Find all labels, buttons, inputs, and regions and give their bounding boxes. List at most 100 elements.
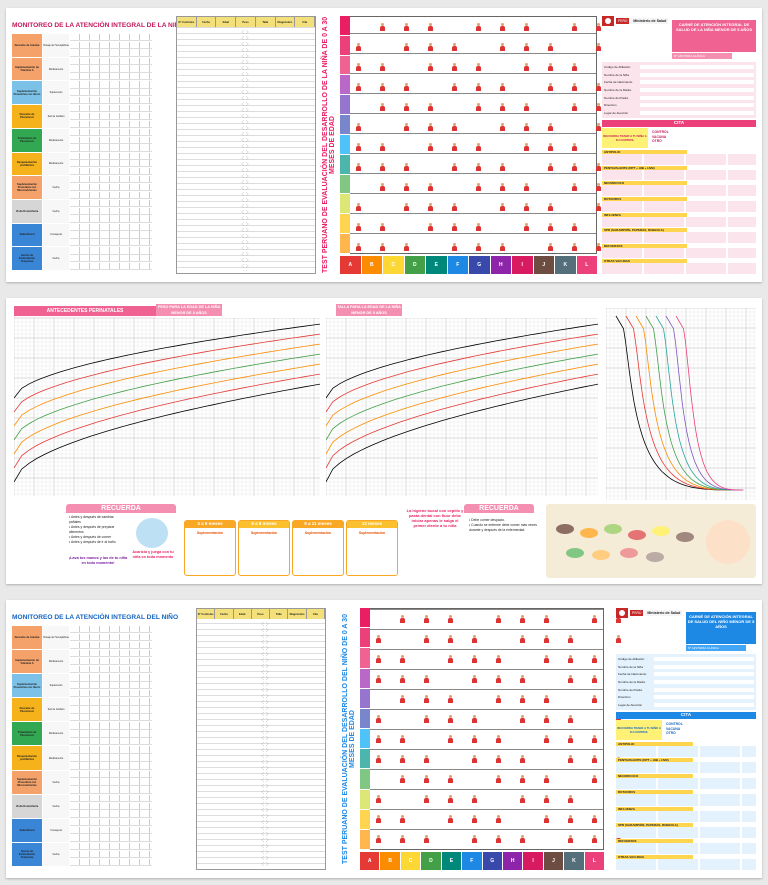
child-figure-icon [523, 103, 530, 112]
child-figure-icon [379, 223, 386, 232]
ministerio-logo: PERÚ Ministerio de Salud [602, 16, 669, 26]
child-figure-icon [379, 163, 386, 172]
child-figure-icon [471, 655, 478, 664]
monitoreo-cells [70, 152, 152, 176]
dev-test-title: TEST PERUANO DE EVALUACIÓN DEL DESARROLL… [342, 614, 356, 864]
vaccine-block: REFUERZOS [602, 243, 756, 259]
monitoreo-row: Tratamiento de Parasitosis Medicamento [12, 128, 152, 152]
control-header: Diagnóstico [276, 17, 296, 27]
child-figure-icon [471, 835, 478, 844]
vaccine-name: SPR (SARAMPIÓN, PAPERAS, RUBEOLA) [602, 228, 687, 233]
child-figure-icon [495, 675, 502, 684]
monitoreo-subcategory: Suplemento [43, 81, 69, 105]
carne-field: Nombre de la Madre [618, 679, 754, 686]
control-header: Peso [252, 609, 271, 619]
monitoreo-subcategory: Medicamento [43, 57, 69, 81]
carne-field: Fecha de Nacimiento [618, 671, 754, 678]
field-value [654, 680, 754, 685]
monitoreo-category: Suplementación Preventiva con Micronutri… [12, 770, 42, 794]
child-figure-icon [451, 83, 458, 92]
child-figure-icon [471, 795, 478, 804]
weight-for-age-chart [14, 318, 320, 496]
vaccine-row [616, 762, 756, 774]
panel-nino-front: MONITOREO DE LA ATENCIÓN INTEGRAL DEL NI… [6, 600, 762, 878]
child-figure-icon [495, 615, 502, 624]
control-header: Edad [234, 609, 252, 619]
dev-legend-item: A [360, 852, 380, 870]
dev-legend-item: C [400, 852, 421, 870]
monitoreo-category: Suplementación de Vitamina A [12, 57, 42, 81]
child-figure-icon [375, 815, 382, 824]
monitoreo-subcategory: Medicamento [43, 722, 69, 746]
monitoreo-subcategory: Fecha [43, 176, 69, 199]
control-header: Fecha [197, 17, 217, 27]
child-figure-icon [571, 143, 578, 152]
child-figure-icon [547, 143, 554, 152]
child-figure-icon [447, 695, 454, 704]
field-value [640, 65, 754, 70]
control-table: N° Controles Fecha Edad Peso Talla Diagnóstic… [176, 16, 316, 274]
child-figure-icon [355, 143, 362, 152]
dev-legend-item: L [584, 852, 605, 870]
shield-icon [616, 608, 628, 618]
child-figure-icon [471, 815, 478, 824]
vaccine-name: OTRAS VACUNAS [616, 854, 693, 859]
vaccine-row [616, 858, 756, 870]
carne-field: Dirección [604, 102, 754, 109]
monitoreo-row: Suplementación de Vitamina A Medicamento [12, 57, 152, 81]
monitoreo-subcategory: Fecha [43, 770, 69, 794]
monitoreo-cells [70, 650, 152, 674]
vaccine-block: ROTAVIRUS [602, 196, 756, 212]
child-figure-icon [475, 183, 482, 192]
monitoreo-cells [70, 746, 152, 770]
monitoreo-table: Descarte de Anemia Dosaje de Hemoglobina S… [12, 34, 152, 271]
dev-legend-item: K [564, 852, 584, 870]
child-figure-icon [543, 695, 550, 704]
monitoreo-cells [70, 223, 152, 247]
dev-test-title: TEST PERUANO DE EVALUACIÓN DEL DESARROLL… [322, 16, 336, 274]
monitoreo-cells [70, 842, 152, 866]
monitoreo-category: Suplementación de Vitamina A [12, 650, 42, 674]
child-figure-icon [471, 735, 478, 744]
vaccine-name: INFLUENZA [602, 212, 687, 217]
child-figure-icon [471, 715, 478, 724]
vaccine-name: REFUERZOS [602, 243, 687, 248]
cita-bar: CITA [602, 120, 756, 127]
child-figure-icon [495, 735, 502, 744]
monitoreo-cells [70, 698, 152, 722]
monitoreo-subcategory: Fecha [43, 794, 69, 818]
child-figure-icon [499, 123, 506, 132]
field-value [654, 664, 754, 669]
child-figure-icon [447, 735, 454, 744]
child-figure-icon [403, 43, 410, 52]
control-table: N° Controles Fecha Edad Peso Talla Diagnóstic… [196, 608, 326, 870]
dev-legend-item: G [482, 852, 502, 870]
field-value [640, 88, 754, 93]
monitoreo-category: Desparasitación profiláctica [12, 746, 42, 770]
baby-bath-image [136, 518, 168, 548]
child-figure-icon [543, 735, 550, 744]
development-test: TEST PERUANO DE EVALUACIÓN DEL DESARROLL… [342, 608, 621, 870]
monitoreo-row: Descarte de Parasitosis Test de Graham [12, 698, 152, 722]
child-figure-icon [543, 635, 550, 644]
monitoreo-row: Suplementación de Vitamina A Medicamento [12, 650, 152, 674]
monitoreo-row: Salud Bucal Consejería [12, 223, 152, 247]
panel-nina-front: MONITOREO DE LA ATENCIÓN INTEGRAL DE LA … [6, 8, 762, 282]
child-figure-icon [451, 143, 458, 152]
vaccine-block: INFLUENZA [602, 212, 756, 228]
control-header: Talla [256, 17, 276, 27]
vaccine-row [616, 794, 756, 806]
child-figure-icon [375, 655, 382, 664]
dev-legend-item: B [361, 256, 382, 274]
child-figure-icon [567, 655, 574, 664]
vaccine-name: OTRAS VACUNAS [602, 259, 687, 264]
carne-field: Lugar de Atención [604, 109, 754, 116]
carne-field: Código de Afiliación [604, 64, 754, 71]
child-figure-icon [379, 23, 386, 32]
vaccine-block: PENTAVALENTE (DPT + HIB + HVB) [616, 758, 756, 774]
carne-field: Nombre de la Niña [618, 664, 754, 671]
field-label: Dirección [604, 103, 617, 108]
child-figure-icon [451, 243, 458, 252]
child-figure-icon [543, 795, 550, 804]
child-figure-icon [543, 615, 550, 624]
